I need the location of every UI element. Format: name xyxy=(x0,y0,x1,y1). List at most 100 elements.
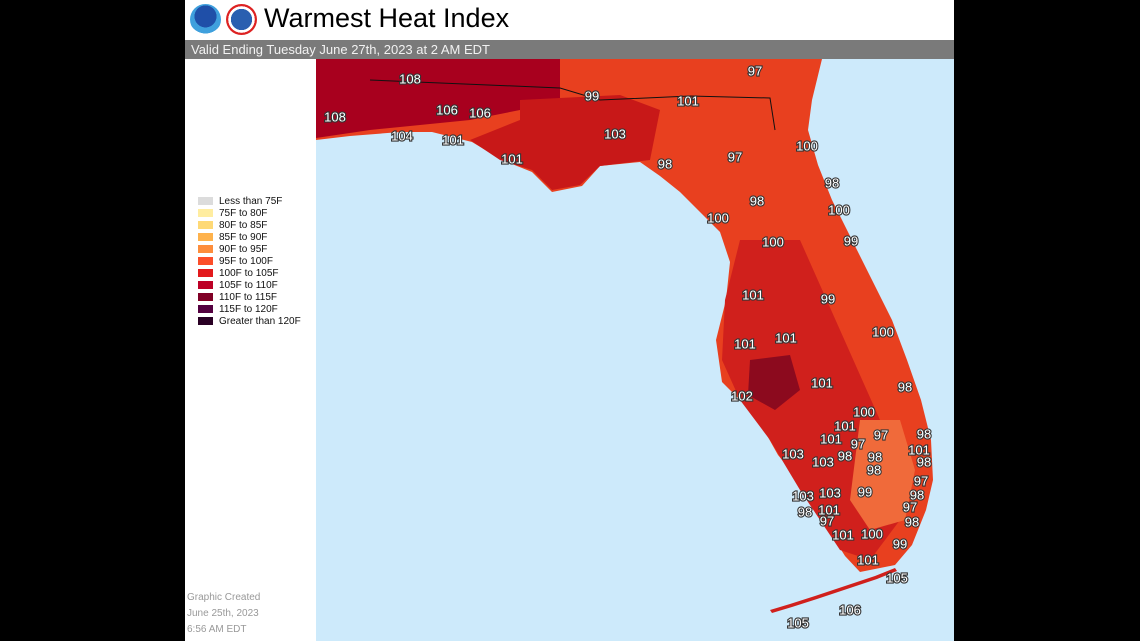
heat-index-value: 105 xyxy=(787,615,809,630)
heat-index-value: 101 xyxy=(775,330,797,345)
legend-item: 105F to 110F xyxy=(198,279,301,291)
heat-index-value: 103 xyxy=(819,485,841,500)
heat-index-value: 99 xyxy=(858,484,872,499)
heat-index-value: 97 xyxy=(874,427,888,442)
state-border xyxy=(369,79,776,131)
heat-index-value: 100 xyxy=(707,210,729,225)
heat-index-value: 98 xyxy=(917,426,931,441)
legend-item: 90F to 95F xyxy=(198,243,301,255)
heat-index-value: 101 xyxy=(742,287,764,302)
heat-index-value: 101 xyxy=(734,336,756,351)
heat-index-value: 98 xyxy=(825,175,839,190)
legend-swatch xyxy=(198,233,213,241)
heat-index-value: 104 xyxy=(391,128,413,143)
heat-index-value: 101 xyxy=(832,527,854,542)
legend-item: 100F to 105F xyxy=(198,267,301,279)
heat-index-value: 98 xyxy=(910,487,924,502)
heat-index-value: 98 xyxy=(658,156,672,171)
legend-item: 75F to 80F xyxy=(198,207,301,219)
heat-index-value: 106 xyxy=(436,102,458,117)
heat-index-value: 103 xyxy=(604,126,626,141)
tampa-zone xyxy=(748,355,800,410)
big-bend-zone xyxy=(470,95,660,190)
legend-swatch xyxy=(198,209,213,217)
heat-index-value: 100 xyxy=(872,324,894,339)
legend-label: 95F to 100F xyxy=(219,255,273,267)
legend-swatch xyxy=(198,221,213,229)
legend-item: 80F to 85F xyxy=(198,219,301,231)
valid-time-banner: Valid Ending Tuesday June 27th, 2023 at … xyxy=(185,40,954,59)
heat-index-value: 103 xyxy=(782,446,804,461)
heat-index-value: 101 xyxy=(501,151,523,166)
heat-index-value: 98 xyxy=(867,462,881,477)
legend-label: 115F to 120F xyxy=(219,303,278,315)
legend-label: Less than 75F xyxy=(219,195,283,207)
legend-swatch xyxy=(198,281,213,289)
header: Warmest Heat Index xyxy=(185,0,954,40)
legend-label: 110F to 115F xyxy=(219,291,277,303)
heat-index-value: 108 xyxy=(324,109,346,124)
legend-item: 95F to 100F xyxy=(198,255,301,267)
heat-index-value: 97 xyxy=(903,499,917,514)
heat-index-value: 97 xyxy=(748,63,762,78)
legend-label: 80F to 85F xyxy=(219,219,268,231)
nws-logo xyxy=(226,4,257,35)
heat-index-value: 98 xyxy=(898,379,912,394)
heat-index-value: 100 xyxy=(828,202,850,217)
page-title: Warmest Heat Index xyxy=(264,3,510,33)
heat-index-value: 98 xyxy=(798,504,812,519)
heat-index-value: 97 xyxy=(851,436,865,451)
heat-index-value: 102 xyxy=(731,388,753,403)
legend-swatch xyxy=(198,317,213,325)
heat-index-value: 100 xyxy=(762,234,784,249)
noaa-logo xyxy=(190,4,221,35)
heat-index-value: 99 xyxy=(844,233,858,248)
heat-index-value: 98 xyxy=(750,193,764,208)
heat-index-value: 100 xyxy=(853,404,875,419)
heat-index-value: 103 xyxy=(812,454,834,469)
legend-label: 75F to 80F xyxy=(219,207,268,219)
legend-item: 115F to 120F xyxy=(198,303,301,315)
heat-index-value: 108 xyxy=(399,71,421,86)
heat-index-value: 101 xyxy=(442,132,464,147)
created-line: Graphic Created xyxy=(187,592,261,603)
east-coast-zone xyxy=(850,420,915,530)
heat-index-value: 97 xyxy=(914,473,928,488)
heat-index-value: 105 xyxy=(886,570,908,585)
heat-index-value: 106 xyxy=(839,602,861,617)
created-date: June 25th, 2023 xyxy=(187,608,259,619)
heat-index-value: 98 xyxy=(905,514,919,529)
heat-index-value: 101 xyxy=(677,93,699,108)
heat-index-value: 99 xyxy=(585,88,599,103)
legend-label: Greater than 120F xyxy=(219,315,301,327)
legend-swatch xyxy=(198,293,213,301)
heat-index-value: 101 xyxy=(811,375,833,390)
legend-label: 90F to 95F xyxy=(219,243,268,255)
legend-swatch xyxy=(198,305,213,313)
legend-label: 105F to 110F xyxy=(219,279,278,291)
heat-index-value: 98 xyxy=(868,449,882,464)
heat-index-value: 98 xyxy=(838,448,852,463)
heat-index-value: 101 xyxy=(818,502,840,517)
legend: Less than 75F 75F to 80F 80F to 85F 85F to … xyxy=(198,195,301,327)
heat-index-value: 100 xyxy=(796,138,818,153)
heat-index-value: 97 xyxy=(820,513,834,528)
legend-item: 110F to 115F xyxy=(198,291,301,303)
legend-label: 85F to 90F xyxy=(219,231,268,243)
legend-item: 85F to 90F xyxy=(198,231,301,243)
heat-index-value: 99 xyxy=(821,291,835,306)
heat-index-value: 99 xyxy=(893,536,907,551)
legend-swatch xyxy=(198,197,213,205)
heat-index-value: 101 xyxy=(834,418,856,433)
created-time: 6:56 AM EDT xyxy=(187,624,247,635)
heat-index-value: 98 xyxy=(917,454,931,469)
legend-swatch xyxy=(198,245,213,253)
florida-keys xyxy=(770,568,897,613)
heat-index-value: 101 xyxy=(857,552,879,567)
heat-index-value: 100 xyxy=(861,526,883,541)
legend-swatch xyxy=(198,269,213,277)
legend-item: Greater than 120F xyxy=(198,315,301,327)
heat-index-value: 97 xyxy=(728,149,742,164)
heat-index-value: 101 xyxy=(908,442,930,457)
